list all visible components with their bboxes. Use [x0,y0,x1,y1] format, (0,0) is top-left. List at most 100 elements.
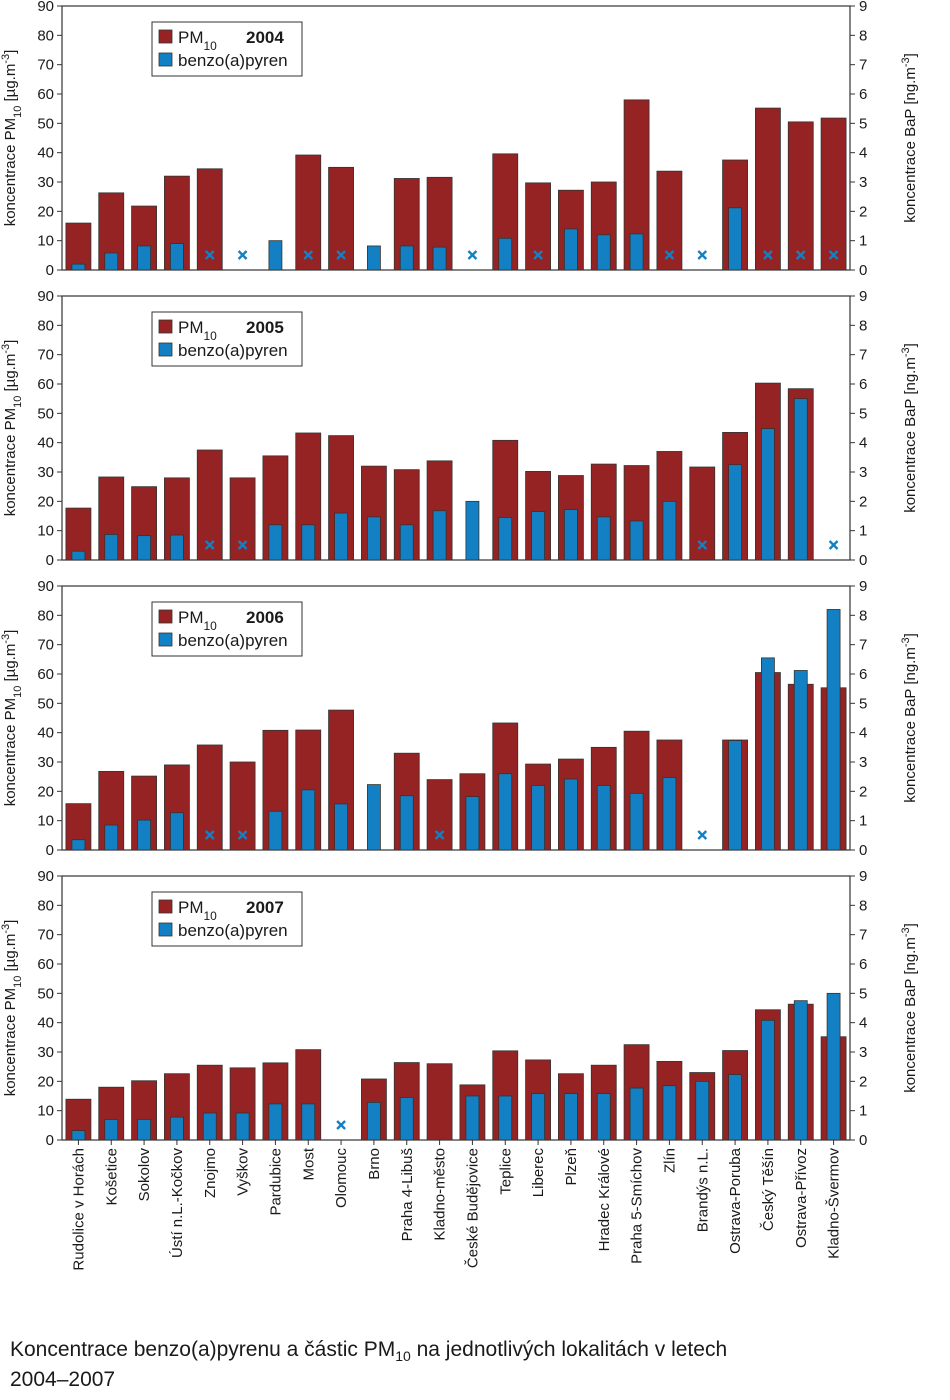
bap-bar [367,245,381,271]
x-category-label: Kladno-město [432,1148,449,1241]
legend-box [151,601,303,657]
y-left-tick-label: 50 [37,405,54,422]
bap-bar [137,819,151,851]
y-right-tick-label: 8 [859,27,867,44]
y-left-tick-label: 90 [37,0,54,15]
bap-bar [662,777,677,851]
bap-bar [564,1093,578,1141]
y-right-tick-label: 1 [859,233,867,250]
bap-bar [268,524,283,561]
pm10-bar [65,222,92,271]
no-data-marker [697,830,708,840]
y-right-tick-label: 1 [859,813,867,830]
bap-bar [728,740,742,851]
bap-bar [301,789,316,851]
bap-bar [367,1102,381,1141]
bap-bar [367,516,381,561]
y-left-tick-label: 0 [46,552,54,569]
y-left-tick-label: 40 [37,435,54,452]
bap-bar [71,550,86,561]
legend-label-pm10: PM10 [178,608,217,633]
x-category-label: Praha 4-Libuš [399,1148,416,1241]
y-right-tick-label: 4 [859,435,867,452]
bap-bar [596,785,611,851]
y-left-axis-label: koncentrace PM10 [µg.m-3] [0,630,24,807]
y-left-tick-label: 80 [37,607,54,624]
y-right-tick-label: 3 [859,754,867,771]
bap-bar [137,1119,151,1141]
bap-bar [104,1119,119,1141]
pm10-bar [820,117,847,271]
pm10-bar [787,121,814,271]
no-data-marker [204,250,215,260]
bap-bar [334,803,348,851]
x-category-label: Znojmo [202,1148,219,1198]
y-right-tick-label: 7 [859,347,867,364]
y-left-tick-label: 10 [37,523,54,540]
x-category-label: Brandýs n.L. [694,1148,711,1232]
pm10-bar [525,182,551,271]
bap-bar [71,263,86,271]
y-left-axis-label: koncentrace PM10 [µg.m-3] [0,340,24,517]
bap-bar [596,234,611,271]
no-data-marker [795,250,806,260]
y-left-tick-label: 50 [37,985,54,1002]
y-right-tick-label: 5 [859,405,867,422]
y-left-tick-label: 30 [37,754,54,771]
y-right-axis-label: koncentrace BaP [ng.m-3] [900,633,919,803]
bap-bar [137,245,151,271]
legend-swatch-pm10 [158,29,173,44]
y-left-tick-label: 60 [37,86,54,103]
legend-year-label: 2007 [246,898,284,917]
x-category-label: Liberec [530,1148,547,1198]
bap-bar [170,1116,184,1141]
y-right-tick-label: 9 [859,868,867,885]
y-left-tick-label: 20 [37,493,54,510]
y-right-tick-label: 5 [859,985,867,1002]
y-right-tick-label: 4 [859,1015,867,1032]
bap-bar [662,1085,677,1141]
chart-svg: 01020304050607080900123456789koncentrace… [0,0,919,1271]
caption-text-pre: Koncentrace benzo(a)pyrenu a částic PM [10,1338,396,1361]
bap-bar [596,516,611,561]
caption-text-post: na jednotlivých lokalitách v letech [410,1338,728,1361]
no-data-marker [237,250,248,260]
no-data-marker [434,830,445,840]
y-right-tick-label: 8 [859,897,867,914]
y-left-tick-label: 50 [37,115,54,132]
bap-bar [465,1095,480,1141]
y-right-tick-label: 2 [859,783,867,800]
no-data-marker [697,250,708,260]
y-right-tick-label: 3 [859,1044,867,1061]
bap-bar [629,1087,644,1141]
bap-bar [728,464,742,561]
x-category-label: Olomouc [333,1148,350,1209]
pm10-bar [295,154,322,271]
y-left-tick-label: 70 [37,637,54,654]
x-category-label: Ústí n.L.-Kočkov [169,1148,186,1259]
chart-panels: 0 10 20 30 40 50 60 70 80 90 0 1 2 3 4 5 6 7 8 9 koncentrace… [0,0,919,1271]
y-left-tick-label: 30 [37,464,54,481]
bap-bar [137,535,151,561]
y-right-tick-label: 0 [859,1132,867,1149]
legend-swatch-bap [158,632,173,647]
y-right-tick-label: 5 [859,115,867,132]
x-category-label: Vyškov [235,1148,252,1196]
no-data-marker [336,1120,346,1130]
legend-year-label: 2004 [246,28,284,47]
bap-bar [104,824,119,851]
bap-bar [235,1112,250,1141]
no-data-marker [204,830,215,840]
bap-bar [564,509,578,561]
y-left-tick-label: 90 [37,578,54,595]
y-left-tick-label: 0 [46,842,54,859]
no-data-marker [336,250,346,260]
no-data-marker [204,540,215,550]
y-right-tick-label: 3 [859,174,867,191]
x-category-label: Sokolov [136,1148,153,1202]
x-category-label: Most [300,1147,317,1180]
x-category-label: Teplice [497,1148,514,1195]
y-right-tick-label: 2 [859,493,867,510]
y-left-tick-label: 10 [37,813,54,830]
y-right-tick-label: 0 [859,552,867,569]
